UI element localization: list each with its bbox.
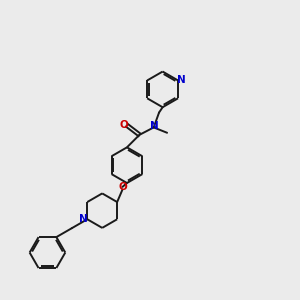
Text: N: N [150,121,158,130]
Text: N: N [177,76,186,85]
Text: O: O [119,120,128,130]
Text: N: N [79,214,88,224]
Text: O: O [119,182,128,193]
